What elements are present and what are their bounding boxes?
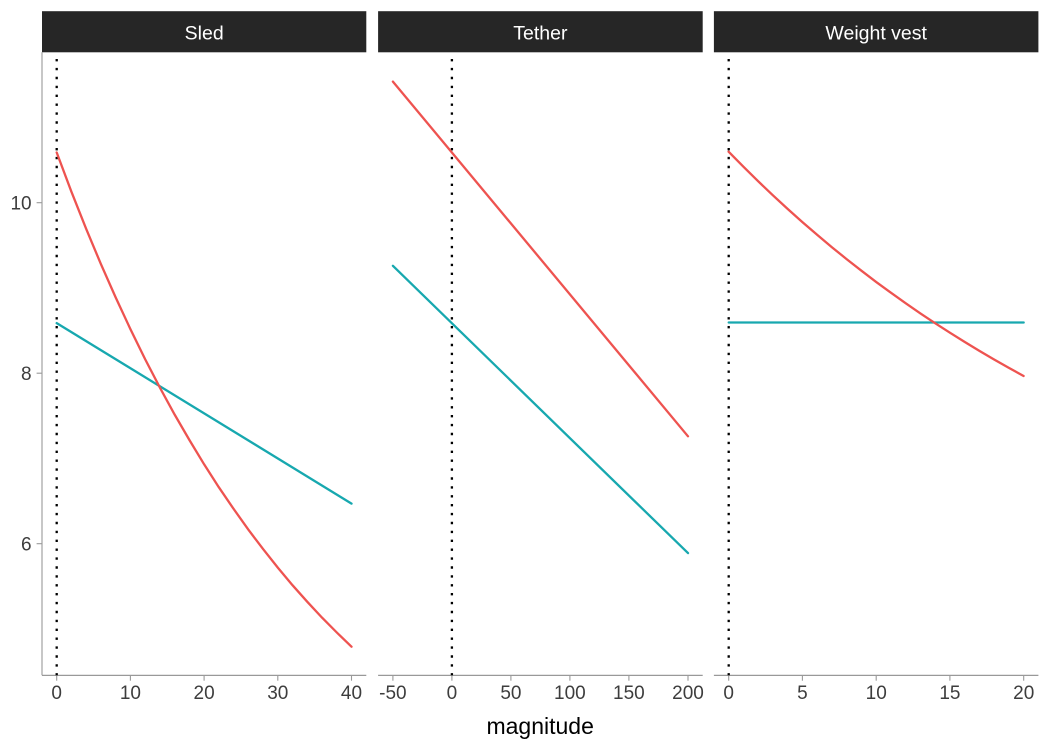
svg-text:20: 20 (194, 683, 215, 704)
svg-text:200: 200 (672, 683, 704, 704)
svg-text:50: 50 (500, 683, 521, 704)
svg-text:0: 0 (447, 683, 458, 704)
svg-text:40: 40 (341, 683, 362, 704)
svg-text:5: 5 (797, 683, 808, 704)
svg-text:20: 20 (1013, 683, 1034, 704)
svg-text:magnitude: magnitude (486, 713, 593, 739)
svg-text:10: 10 (120, 683, 141, 704)
svg-text:0: 0 (723, 683, 734, 704)
svg-text:6: 6 (21, 535, 32, 556)
svg-text:0: 0 (51, 683, 62, 704)
svg-text:Sled: Sled (185, 23, 224, 45)
svg-text:30: 30 (267, 683, 288, 704)
svg-text:Weight vest: Weight vest (825, 23, 927, 45)
svg-text:8: 8 (21, 364, 32, 385)
svg-text:10: 10 (866, 683, 887, 704)
svg-text:-50: -50 (379, 683, 406, 704)
svg-text:Tether: Tether (513, 23, 568, 45)
svg-text:150: 150 (613, 683, 645, 704)
svg-text:15: 15 (939, 683, 960, 704)
svg-text:10: 10 (10, 194, 31, 215)
svg-text:100: 100 (554, 683, 586, 704)
